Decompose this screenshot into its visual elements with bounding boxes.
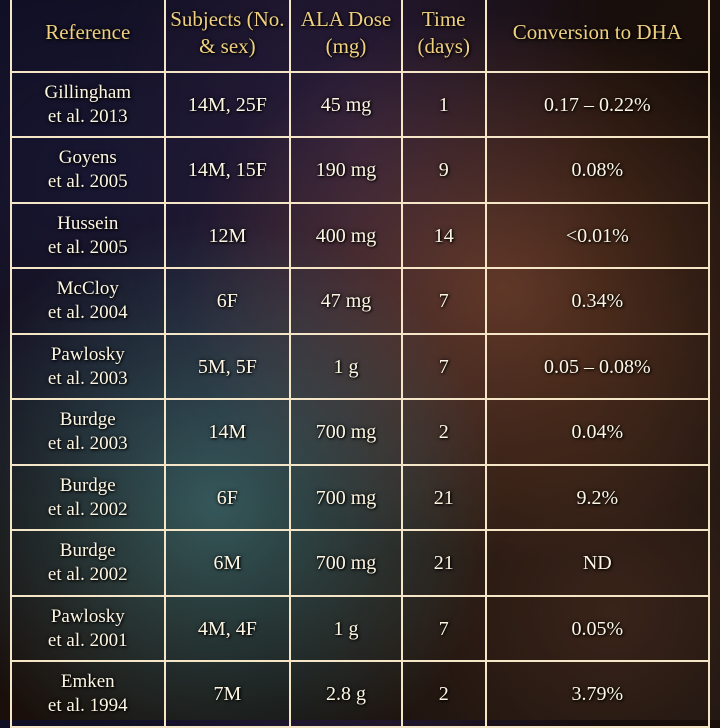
cell-subjects: 6F xyxy=(165,268,291,334)
cell-time: 2 xyxy=(402,399,486,465)
cell-dose: 2.8 g xyxy=(290,661,402,727)
table-row: Burdgeet al. 20026F700 mg219.2% xyxy=(11,465,709,531)
cell-conversion: 0.17 – 0.22% xyxy=(486,72,709,138)
cell-subjects: 4M, 4F xyxy=(165,596,291,662)
cell-reference: McCloyet al. 2004 xyxy=(11,268,165,334)
table-row: Burdgeet al. 20026M700 mg21ND xyxy=(11,530,709,596)
cell-conversion: 0.05% xyxy=(486,596,709,662)
cell-reference: Goyenset al. 2005 xyxy=(11,137,165,203)
cell-time: 7 xyxy=(402,268,486,334)
cell-dose: 47 mg xyxy=(290,268,402,334)
table-row: Pawloskyet al. 20035M, 5F1 g70.05 – 0.08… xyxy=(11,334,709,400)
table-row: Goyenset al. 200514M, 15F190 mg90.08% xyxy=(11,137,709,203)
cell-subjects: 12M xyxy=(165,203,291,269)
cell-subjects: 7M xyxy=(165,661,291,727)
cell-time: 9 xyxy=(402,137,486,203)
cell-time: 21 xyxy=(402,530,486,596)
cell-conversion: 0.05 – 0.08% xyxy=(486,334,709,400)
cell-dose: 1 g xyxy=(290,596,402,662)
cell-time: 2 xyxy=(402,661,486,727)
cell-dose: 700 mg xyxy=(290,399,402,465)
cell-conversion: 0.08% xyxy=(486,137,709,203)
header-dose: ALA Dose (mg) xyxy=(290,0,402,72)
table-row: Gillinghamet al. 201314M, 25F45 mg10.17 … xyxy=(11,72,709,138)
cell-conversion: 9.2% xyxy=(486,465,709,531)
table-row: McCloyet al. 20046F47 mg70.34% xyxy=(11,268,709,334)
cell-subjects: 14M, 25F xyxy=(165,72,291,138)
header-subjects: Subjects (No. & sex) xyxy=(165,0,291,72)
table-row: Husseinet al. 200512M400 mg14<0.01% xyxy=(11,203,709,269)
table-row: Pawloskyet al. 20014M, 4F1 g70.05% xyxy=(11,596,709,662)
cell-dose: 400 mg xyxy=(290,203,402,269)
table-header-row: Reference Subjects (No. & sex) ALA Dose … xyxy=(11,0,709,72)
cell-reference: Husseinet al. 2005 xyxy=(11,203,165,269)
header-reference: Reference xyxy=(11,0,165,72)
cell-time: 1 xyxy=(402,72,486,138)
cell-conversion: 3.79% xyxy=(486,661,709,727)
cell-dose: 1 g xyxy=(290,334,402,400)
cell-reference: Burdgeet al. 2003 xyxy=(11,399,165,465)
cell-time: 7 xyxy=(402,334,486,400)
cell-time: 14 xyxy=(402,203,486,269)
cell-subjects: 6F xyxy=(165,465,291,531)
cell-dose: 45 mg xyxy=(290,72,402,138)
cell-reference: Gillinghamet al. 2013 xyxy=(11,72,165,138)
cell-conversion: ND xyxy=(486,530,709,596)
header-time: Time (days) xyxy=(402,0,486,72)
cell-conversion: <0.01% xyxy=(486,203,709,269)
cell-dose: 700 mg xyxy=(290,465,402,531)
cell-subjects: 6M xyxy=(165,530,291,596)
ala-conversion-table: Reference Subjects (No. & sex) ALA Dose … xyxy=(10,0,710,728)
cell-dose: 700 mg xyxy=(290,530,402,596)
cell-reference: Pawloskyet al. 2003 xyxy=(11,334,165,400)
cell-reference: Emkenet al. 1994 xyxy=(11,661,165,727)
table-row: Emkenet al. 19947M2.8 g23.79% xyxy=(11,661,709,727)
cell-conversion: 0.04% xyxy=(486,399,709,465)
cell-conversion: 0.34% xyxy=(486,268,709,334)
header-conversion: Conversion to DHA xyxy=(486,0,709,72)
cell-time: 21 xyxy=(402,465,486,531)
cell-dose: 190 mg xyxy=(290,137,402,203)
cell-time: 7 xyxy=(402,596,486,662)
cell-subjects: 5M, 5F xyxy=(165,334,291,400)
cell-reference: Burdgeet al. 2002 xyxy=(11,465,165,531)
cell-reference: Burdgeet al. 2002 xyxy=(11,530,165,596)
cell-subjects: 14M xyxy=(165,399,291,465)
table-row: Burdgeet al. 200314M700 mg20.04% xyxy=(11,399,709,465)
table-body: Gillinghamet al. 201314M, 25F45 mg10.17 … xyxy=(11,72,709,727)
cell-reference: Pawloskyet al. 2001 xyxy=(11,596,165,662)
cell-subjects: 14M, 15F xyxy=(165,137,291,203)
